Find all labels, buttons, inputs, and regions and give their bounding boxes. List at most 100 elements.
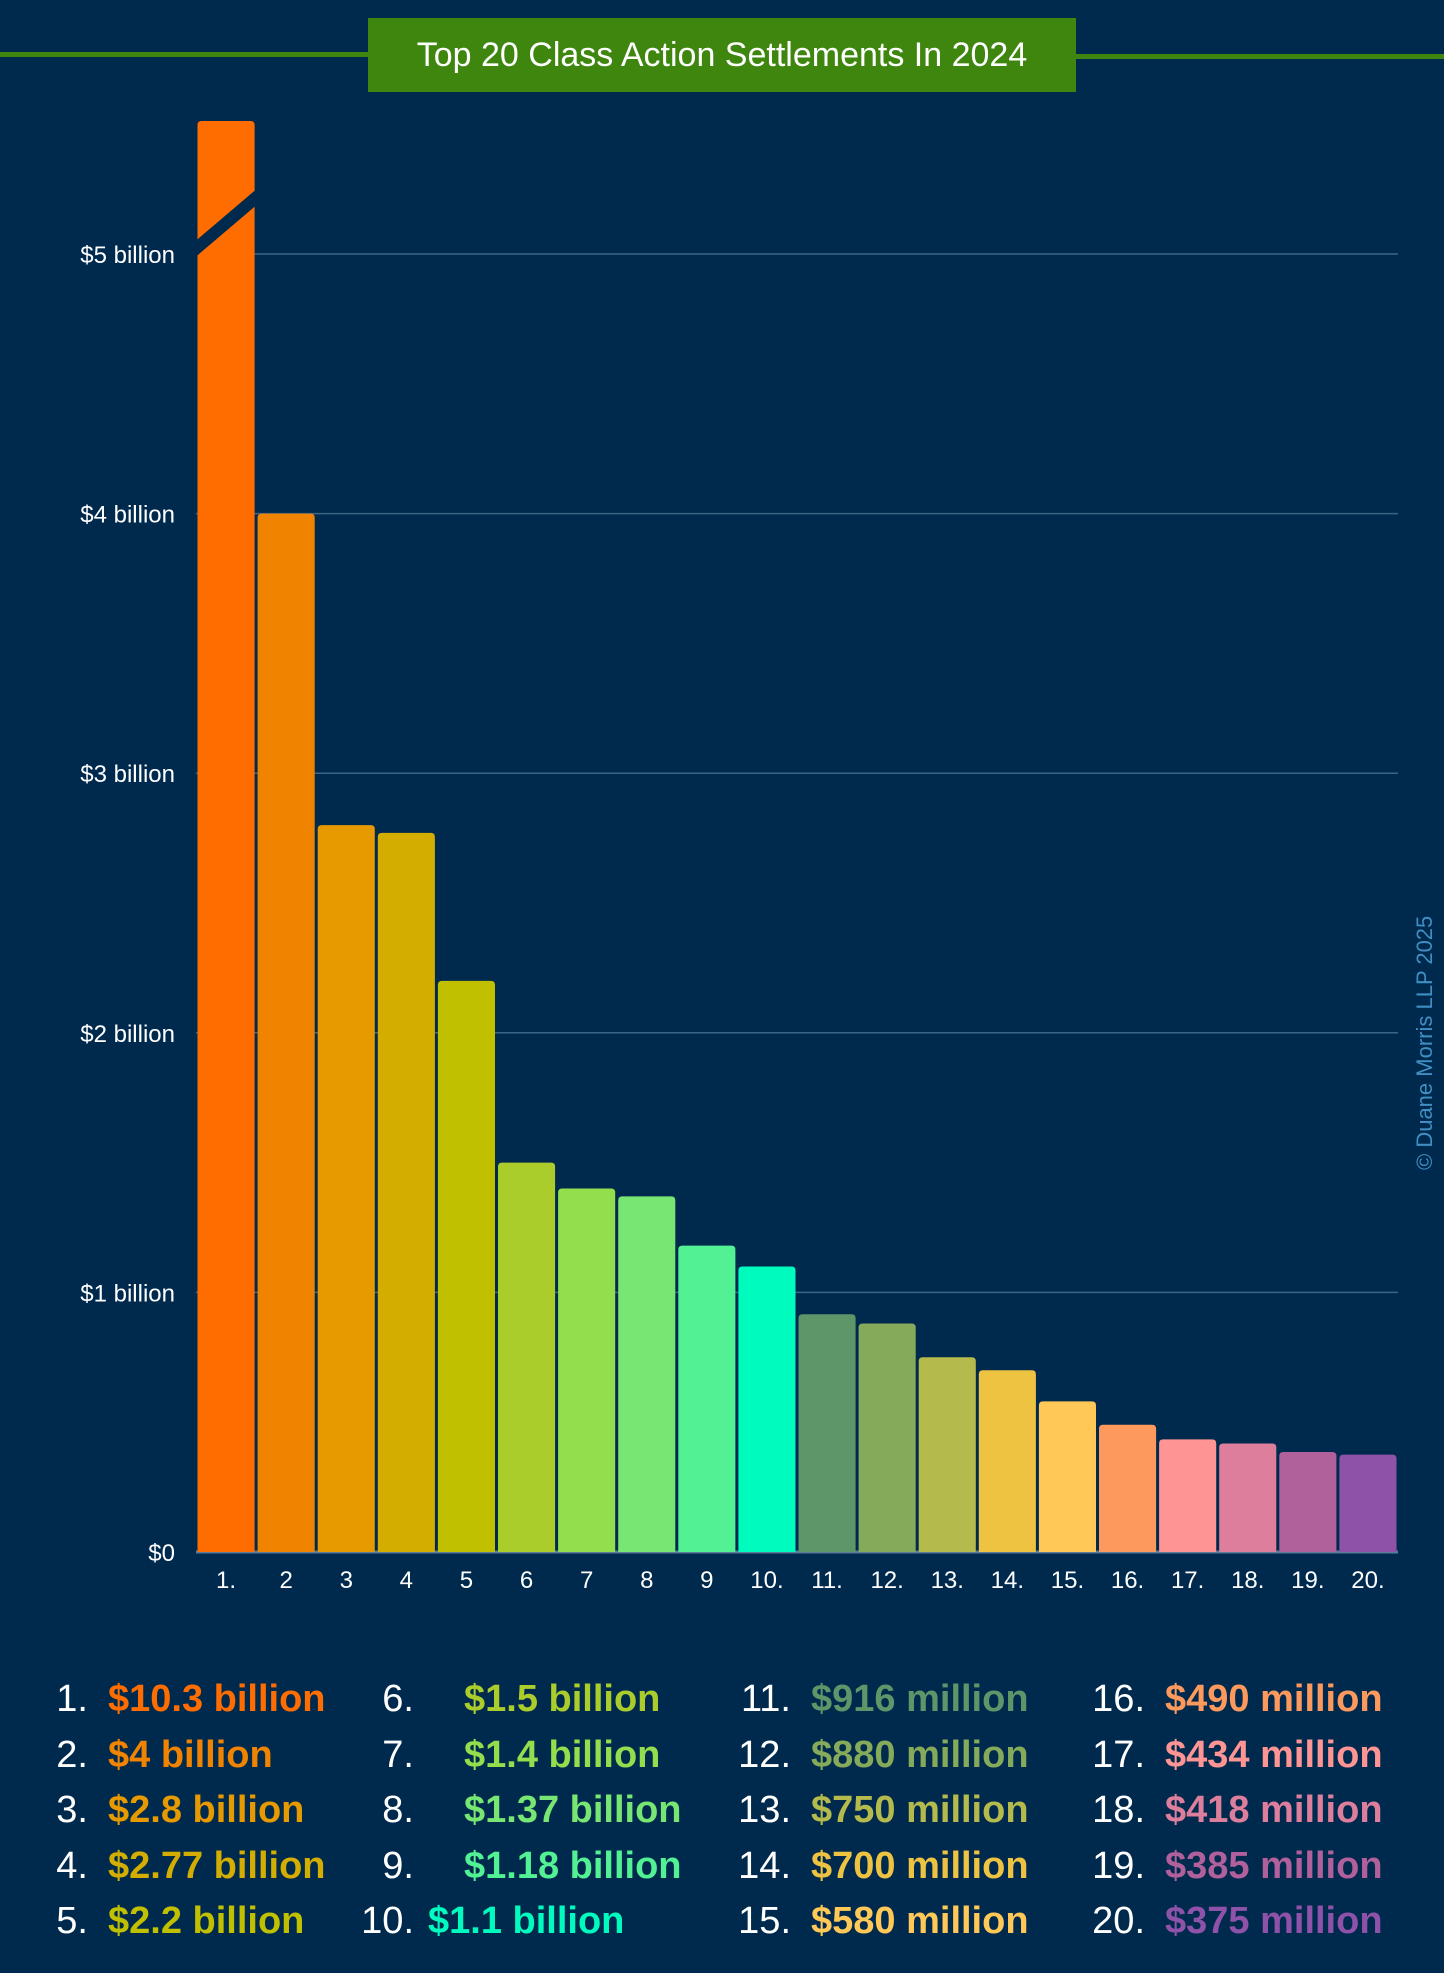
chart-title: Top 20 Class Action Settlements In 2024 (368, 18, 1076, 92)
legend-value: $385 million (1165, 1844, 1383, 1887)
legend-value: $916 million (811, 1678, 1029, 1721)
bar-8 (618, 1196, 676, 1552)
legend-rank: 10. (361, 1900, 414, 1943)
y-tick-label: $2 billion (80, 1021, 175, 1048)
legend-value: $880 million (811, 1733, 1029, 1776)
bar-16 (1099, 1424, 1157, 1552)
x-tick-label: 7 (580, 1567, 593, 1594)
legend-value: $580 million (811, 1900, 1029, 1943)
legend-item: 8. $1.37 billion (378, 1783, 682, 1839)
legend-column: 11. $916 million 12. $880 million 13. $750 mi… (735, 1672, 1029, 1950)
legend-value: $1.18 billion (464, 1844, 682, 1887)
y-tick-label: $4 billion (80, 502, 175, 529)
x-tick-label: 13. (931, 1567, 964, 1594)
legend-rank: 17. (1092, 1733, 1145, 1776)
legend-rank: 4. (56, 1844, 88, 1887)
title-rule-left (0, 52, 370, 57)
legend-item: 9. $1.18 billion (378, 1839, 682, 1895)
legend-item: 6. $1.5 billion (378, 1672, 682, 1728)
legend-value: $4 billion (108, 1733, 273, 1776)
axis-break-mark (195, 189, 257, 257)
bar-20 (1339, 1454, 1397, 1552)
legend-item: 18. $418 million (1089, 1783, 1383, 1839)
legend-value: $1.1 billion (428, 1900, 625, 1943)
legend-rank: 5. (56, 1900, 88, 1943)
bar-9 (678, 1245, 736, 1552)
legend-item: 14. $700 million (735, 1839, 1028, 1895)
x-tick-label: 9 (700, 1567, 713, 1594)
x-tick-label: 18. (1231, 1567, 1264, 1594)
bar-3 (317, 825, 375, 1552)
bar-1 (197, 121, 255, 1552)
legend-item: 10. $1.1 billion (361, 1894, 682, 1950)
bar-18 (1219, 1443, 1277, 1552)
legend-rank: 9. (382, 1844, 414, 1887)
legend: 1. $10.3 billion 2. $4 billion 3. $2.8 billio… (0, 1672, 1444, 1952)
legend-rank: 3. (56, 1789, 88, 1832)
bar-chart: $0 $1 billion $2 billion $3 billion $4 billi… (80, 121, 1398, 1594)
legend-item: 5. $2.2 billion (52, 1894, 326, 1950)
legend-rank: 18. (1092, 1789, 1145, 1832)
legend-item: 20. $375 million (1089, 1894, 1382, 1950)
legend-rank: 2. (56, 1733, 88, 1776)
title-rule-right (1074, 54, 1444, 59)
gridlines (196, 253, 1398, 1554)
bar-15 (1038, 1401, 1096, 1552)
legend-item: 19. $385 million (1089, 1839, 1383, 1895)
x-tick-label: 4 (400, 1567, 413, 1594)
legend-value: $1.37 billion (464, 1789, 682, 1832)
bar-7 (558, 1188, 616, 1552)
x-tick-label: 10. (750, 1567, 783, 1594)
legend-value: $2.8 billion (108, 1789, 305, 1832)
bar-4 (377, 832, 435, 1552)
bar-14 (978, 1370, 1036, 1552)
legend-column: 6. $1.5 billion 7. $1.4 billion 8. $1.37 bill… (361, 1672, 682, 1950)
legend-item: 1. $10.3 billion (52, 1672, 325, 1728)
y-tick-label: $0 (148, 1540, 175, 1567)
legend-value: $418 million (1165, 1789, 1383, 1832)
legend-value: $750 million (811, 1789, 1029, 1832)
legend-rank: 20. (1092, 1900, 1145, 1943)
legend-item: 16. $490 million (1089, 1672, 1382, 1728)
legend-rank: 12. (738, 1733, 791, 1776)
bars (195, 121, 1397, 1552)
y-axis-ticks: $0 $1 billion $2 billion $3 billion $4 billi… (80, 242, 175, 1567)
legend-rank: 15. (738, 1900, 791, 1943)
bar-10 (738, 1266, 796, 1552)
legend-rank: 8. (382, 1789, 414, 1832)
x-tick-label: 2 (279, 1567, 292, 1594)
legend-item: 3. $2.8 billion (52, 1783, 326, 1839)
legend-item: 2. $4 billion (52, 1728, 326, 1784)
legend-value: $1.5 billion (464, 1678, 661, 1721)
legend-rank: 11. (740, 1678, 791, 1721)
legend-column: 16. $490 million 17. $434 million 18. $418 mi… (1089, 1672, 1383, 1950)
x-tick-label: 17. (1171, 1567, 1204, 1594)
legend-column: 1. $10.3 billion 2. $4 billion 3. $2.8 billio… (52, 1672, 326, 1950)
bar-6 (498, 1162, 556, 1552)
x-axis-ticks: 1. 2 3 4 5 6 7 8 9 10. 11. 12. 13. 14. 15. 16. 17. 18. 19.… (216, 1567, 1385, 1594)
y-tick-label: $3 billion (80, 761, 175, 788)
x-tick-label: 14. (991, 1567, 1024, 1594)
bar-5 (437, 980, 495, 1552)
legend-rank: 14. (738, 1844, 791, 1887)
legend-value: $1.4 billion (464, 1733, 661, 1776)
legend-rank: 13. (738, 1789, 791, 1832)
legend-item: 12. $880 million (735, 1728, 1029, 1784)
copyright-notice: © Duane Morris LLP 2025 (1412, 915, 1437, 1170)
legend-rank: 16. (1092, 1678, 1145, 1721)
legend-item: 4. $2.77 billion (52, 1839, 326, 1895)
x-tick-label: 19. (1291, 1567, 1324, 1594)
legend-value: $2.77 billion (108, 1844, 326, 1887)
y-tick-label: $5 billion (80, 242, 175, 269)
bar-12 (858, 1323, 916, 1552)
legend-item: 11. $916 million (735, 1672, 1029, 1728)
legend-item: 7. $1.4 billion (378, 1728, 682, 1784)
legend-value: $434 million (1165, 1733, 1383, 1776)
legend-item: 13. $750 million (735, 1783, 1029, 1839)
x-tick-label: 20. (1351, 1567, 1384, 1594)
legend-value: $2.2 billion (108, 1900, 305, 1943)
x-tick-label: 5 (460, 1567, 473, 1594)
legend-rank: 19. (1092, 1844, 1145, 1887)
chart-title-text: Top 20 Class Action Settlements In 2024 (416, 35, 1028, 74)
legend-rank: 1. (56, 1678, 88, 1721)
